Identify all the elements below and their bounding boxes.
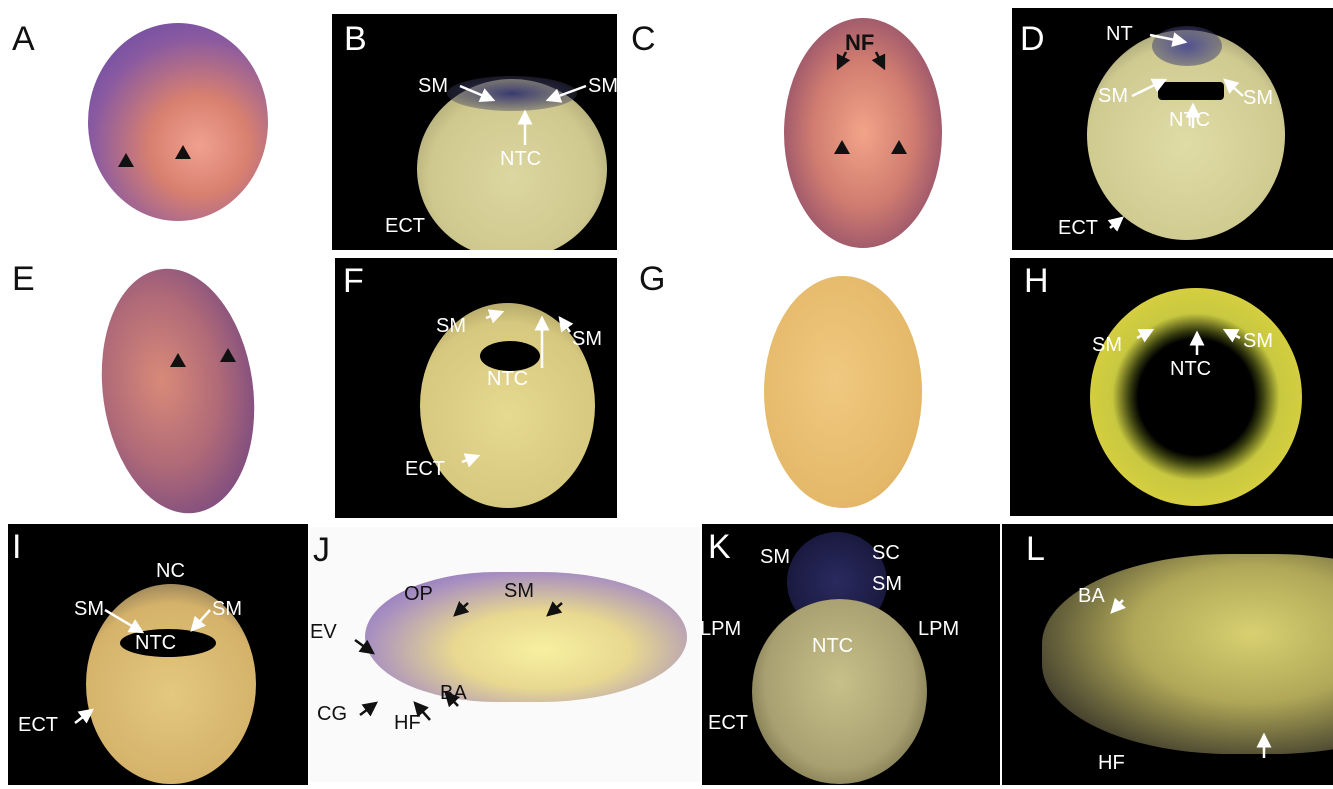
panel-h: H SM SM NTC	[1010, 258, 1333, 516]
label-sm: SM	[418, 75, 448, 97]
label-sm: SM	[1098, 85, 1128, 107]
label-ev: EV	[310, 621, 337, 643]
label-ntc: NTC	[500, 148, 542, 170]
panel-g: G	[619, 256, 1010, 518]
stained-region	[447, 76, 577, 111]
panel-j: J OP SM EV BA CG HF	[310, 527, 700, 782]
label-lpm: LPM	[702, 618, 742, 640]
label-cg: CG	[317, 703, 347, 725]
panel-letter: G	[639, 260, 666, 298]
panel-letter: I	[12, 528, 22, 566]
arrowhead-icon	[220, 348, 236, 362]
panel-letter: F	[343, 262, 364, 300]
label-sm: SM	[872, 573, 902, 595]
label-ect: ECT	[405, 458, 445, 480]
arrowhead-icon	[170, 353, 186, 367]
panel-letter: B	[344, 20, 367, 58]
label-ba: BA	[440, 682, 467, 704]
panel-l: L BA HF	[1002, 524, 1333, 785]
panel-c: C NF	[619, 8, 1010, 250]
embryo	[86, 258, 270, 518]
panel-letter: H	[1024, 262, 1049, 300]
panel-e: E	[8, 256, 333, 518]
label-ect: ECT	[708, 712, 748, 734]
panel-b: B SM SM NTC ECT	[332, 14, 617, 250]
neural-tube-cavity	[480, 341, 540, 371]
panel-letter: E	[12, 260, 35, 298]
label-sm: SM	[1243, 87, 1273, 109]
embryo	[1042, 554, 1333, 754]
embryo	[752, 599, 927, 784]
label-ect: ECT	[385, 215, 425, 237]
label-ect: ECT	[1058, 217, 1098, 239]
label-hf: HF	[1098, 752, 1125, 774]
label-ntc: NTC	[1169, 109, 1211, 131]
label-sm: SM	[1092, 334, 1122, 356]
label-op: OP	[404, 583, 433, 605]
embryo	[88, 23, 268, 221]
stained-region	[1152, 26, 1222, 66]
label-sc: SC	[872, 542, 900, 564]
panel-d: D NT SM SM NTC ECT	[1012, 8, 1333, 250]
panel-letter: L	[1026, 530, 1045, 568]
arrowhead-icon	[118, 153, 134, 167]
label-sm: SM	[588, 75, 617, 97]
label-sm: SM	[436, 315, 466, 337]
arrowhead-icon	[175, 145, 191, 159]
label-sm: SM	[74, 598, 104, 620]
label-sm: SM	[760, 546, 790, 568]
panel-i: I NC SM SM NTC ECT	[8, 524, 308, 785]
label-nt: NT	[1106, 23, 1133, 45]
panel-k: K SM SC SM LPM LPM NTC ECT	[702, 524, 1000, 785]
label-sm: SM	[1243, 330, 1273, 352]
embryo	[365, 572, 687, 702]
label-hf: HF	[394, 712, 421, 734]
embryo	[420, 303, 595, 508]
panel-letter: C	[631, 20, 656, 58]
arrowhead-icon	[891, 140, 907, 154]
label-sm: SM	[212, 598, 242, 620]
panel-letter: D	[1020, 20, 1045, 58]
label-ect: ECT	[18, 714, 58, 736]
label-ntc: NTC	[135, 632, 177, 654]
label-ba: BA	[1078, 585, 1105, 607]
neural-tube-cavity	[1158, 82, 1224, 100]
embryo	[784, 18, 942, 248]
embryo	[764, 276, 922, 508]
label-nf: NF	[845, 30, 875, 55]
panel-letter: K	[708, 528, 731, 566]
panel-letter: J	[313, 531, 330, 569]
arrowhead-icon	[834, 140, 850, 154]
neural-tube-cavity	[120, 629, 216, 657]
label-sm: SM	[504, 580, 534, 602]
label-sm: SM	[572, 328, 602, 350]
embryo	[1090, 288, 1302, 506]
panel-a: A	[8, 8, 330, 250]
label-nc: NC	[156, 560, 185, 582]
label-ntc: NTC	[1170, 358, 1212, 380]
label-lpm: LPM	[918, 618, 960, 640]
panel-f: F SM SM NTC ECT	[335, 258, 617, 518]
label-ntc: NTC	[487, 368, 529, 390]
label-ntc: NTC	[812, 635, 854, 657]
panel-letter: A	[12, 20, 35, 58]
